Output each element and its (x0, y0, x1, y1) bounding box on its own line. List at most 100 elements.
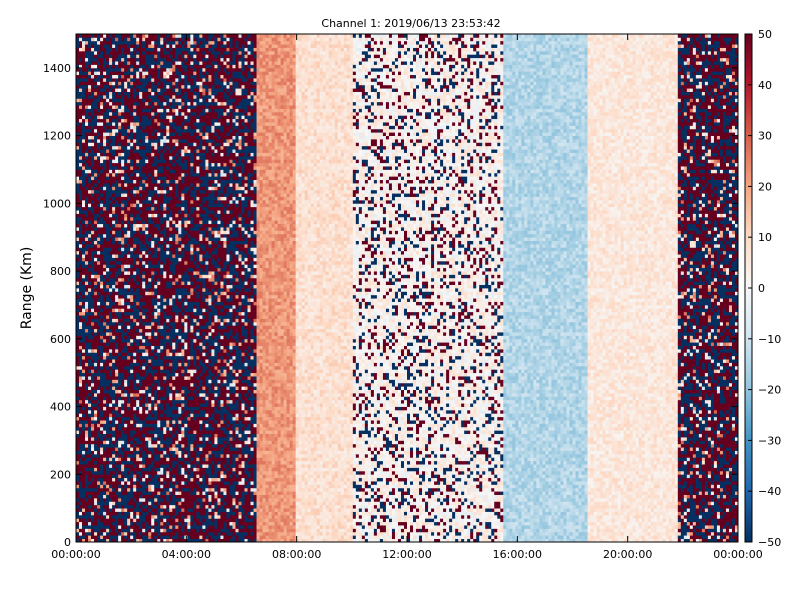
heatmap-cell (94, 291, 98, 296)
heatmap-cell (136, 176, 140, 181)
heatmap-cell (109, 301, 113, 306)
heatmap-cell (94, 504, 98, 509)
heatmap-cell (130, 423, 134, 428)
heatmap-cell (82, 220, 86, 225)
heatmap-cell (163, 325, 167, 330)
heatmap-cell (163, 365, 167, 370)
heatmap-cell (112, 335, 116, 340)
heatmap-cell (160, 318, 164, 323)
heatmap-cell (79, 352, 83, 357)
heatmap-cell (91, 40, 95, 45)
heatmap-cell (118, 508, 122, 512)
heatmap-cell (136, 308, 140, 313)
heatmap-cell (79, 403, 83, 407)
heatmap-cell (91, 416, 95, 421)
heatmap-cell (118, 243, 122, 248)
heatmap-cell (106, 301, 110, 306)
heatmap-cell (172, 481, 176, 485)
heatmap-cell (124, 216, 128, 221)
heatmap-cell (115, 162, 119, 167)
heatmap-cell (124, 355, 128, 360)
heatmap-cell (154, 247, 158, 252)
heatmap-cell (172, 413, 176, 418)
heatmap-cell (118, 257, 122, 262)
heatmap-cell (109, 169, 113, 174)
heatmap-cell (157, 531, 161, 536)
heatmap-cell (85, 511, 89, 516)
heatmap-cell (148, 345, 152, 350)
heatmap-cell (100, 304, 104, 309)
heatmap-cell (172, 477, 176, 482)
heatmap-cell (130, 67, 134, 72)
heatmap-cell (145, 135, 149, 140)
heatmap-cell (172, 159, 176, 164)
heatmap-cell (100, 443, 104, 448)
heatmap-cell (169, 135, 173, 140)
heatmap-cell (100, 98, 104, 103)
heatmap-cell (148, 176, 152, 181)
heatmap-cell (109, 206, 113, 211)
heatmap-cell (151, 233, 155, 238)
heatmap-cell (91, 37, 95, 42)
heatmap-cell (160, 335, 164, 340)
heatmap-cell (79, 294, 83, 299)
heatmap-cell (79, 223, 83, 228)
heatmap-cell (148, 196, 152, 201)
heatmap-cell (130, 57, 134, 62)
heatmap-cell (100, 511, 104, 516)
heatmap-cell (79, 301, 83, 306)
heatmap-cell (76, 382, 80, 387)
heatmap-cell (163, 213, 167, 218)
heatmap-cell (82, 362, 86, 367)
heatmap-cell (133, 108, 137, 113)
heatmap-cell (109, 497, 113, 502)
heatmap-cell (100, 220, 104, 225)
heatmap-cell (139, 409, 143, 414)
heatmap-cell (175, 497, 179, 502)
heatmap-cell (109, 538, 113, 543)
heatmap-cell (151, 118, 155, 123)
heatmap-cell (118, 301, 122, 306)
heatmap-cell (115, 369, 119, 374)
heatmap-cell (118, 84, 122, 89)
heatmap-cell (112, 511, 116, 516)
heatmap-cell (79, 183, 83, 187)
heatmap-cell (115, 348, 119, 353)
heatmap-cell (151, 392, 155, 397)
heatmap-cell (136, 98, 140, 103)
heatmap-cell (109, 135, 113, 140)
heatmap-cell (148, 355, 152, 360)
heatmap-cell (82, 267, 86, 272)
heatmap-cell (148, 105, 152, 109)
heatmap-cell (85, 308, 89, 313)
heatmap-cell (127, 416, 131, 421)
heatmap-cell (133, 406, 137, 411)
heatmap-cell (151, 386, 155, 390)
heatmap-cell (118, 298, 122, 302)
heatmap-cell (130, 298, 134, 302)
heatmap-cell (76, 284, 80, 289)
heatmap-cell (172, 128, 176, 133)
heatmap-cell (88, 84, 92, 89)
heatmap-cell (100, 37, 104, 42)
heatmap-cell (166, 105, 170, 109)
heatmap-cell (160, 369, 164, 374)
heatmap-cell (172, 399, 176, 404)
heatmap-cell (118, 34, 122, 38)
heatmap-cell (118, 122, 122, 126)
heatmap-cell (172, 345, 176, 350)
heatmap-cell (76, 193, 80, 197)
heatmap-cell (145, 254, 149, 258)
heatmap-cell (172, 230, 176, 235)
heatmap-cell (112, 260, 116, 265)
heatmap-cell (148, 403, 152, 407)
heatmap-cell (76, 304, 80, 309)
heatmap-cell (136, 325, 140, 330)
heatmap-cell (82, 284, 86, 289)
heatmap-cell (85, 467, 89, 472)
heatmap-cell (97, 230, 101, 235)
heatmap-cell (82, 240, 86, 245)
heatmap-cell (133, 369, 137, 374)
heatmap-cell (91, 78, 95, 82)
heatmap-cell (79, 78, 83, 82)
